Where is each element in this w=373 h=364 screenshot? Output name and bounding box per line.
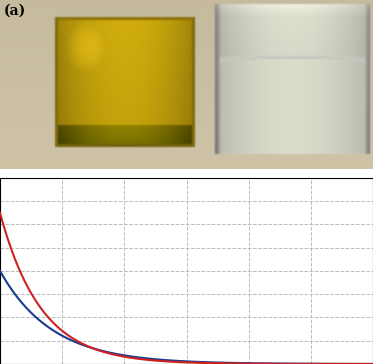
Text: (a): (a) bbox=[4, 4, 26, 18]
